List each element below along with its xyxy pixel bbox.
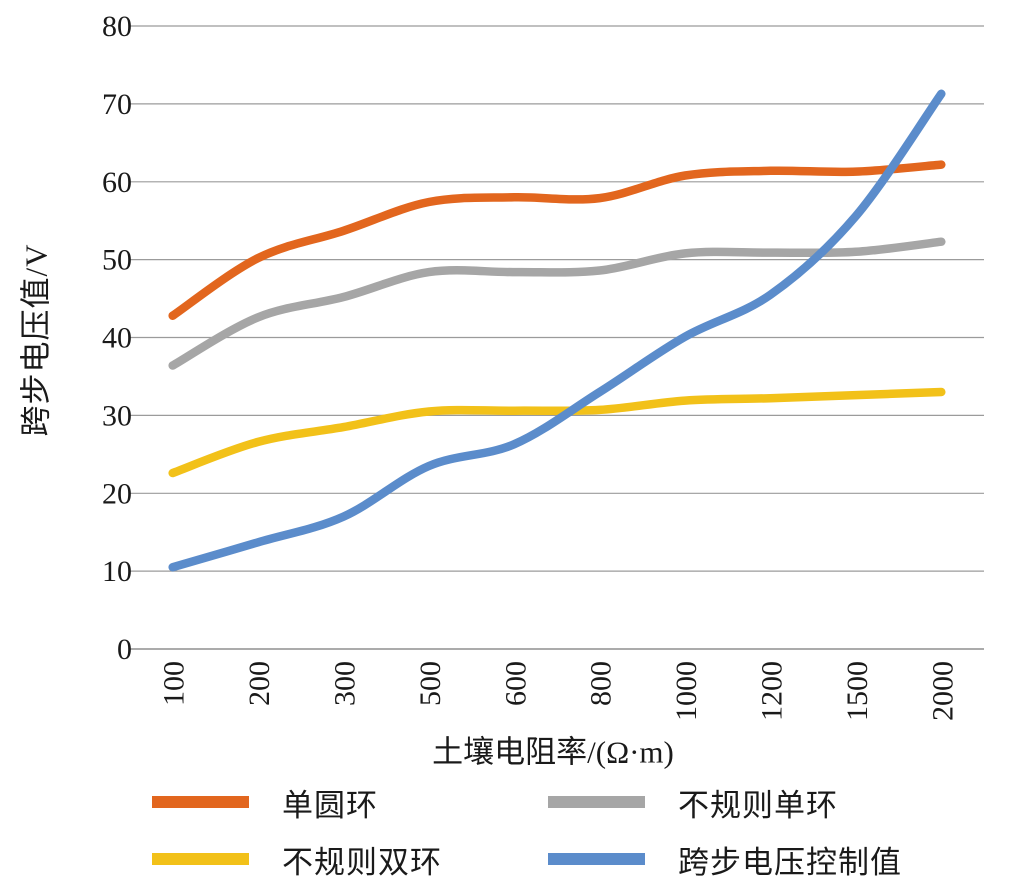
x-tick-label: 800 xyxy=(585,661,618,706)
legend-item: 单圆环 xyxy=(152,784,378,823)
x-tick-label: 1000 xyxy=(670,661,703,721)
x-tick-label: 2000 xyxy=(926,661,959,721)
x-tick-label: 1200 xyxy=(756,661,789,721)
series-line-0 xyxy=(168,160,946,320)
x-tick-label: 600 xyxy=(499,661,532,706)
legend-swatch-series-0 xyxy=(152,796,249,808)
legend-swatch-series-3 xyxy=(548,853,645,865)
y-axis-title: 跨步电压值/V xyxy=(18,243,54,437)
y-tick-label: 80 xyxy=(102,10,132,43)
legend-item: 不规则单环 xyxy=(548,784,838,823)
x-tick-label: 100 xyxy=(158,661,191,706)
legend-item: 不规则双环 xyxy=(152,841,442,880)
legend-label: 不规则单环 xyxy=(678,787,838,823)
x-tick-labels: 100 200 300 500 600 800 1000 1200 1500 2000 xyxy=(158,661,960,721)
series-line-2 xyxy=(168,387,946,478)
series-line-1 xyxy=(168,237,946,370)
x-tick-label: 300 xyxy=(329,661,362,706)
y-tick-label: 30 xyxy=(102,399,132,432)
y-tick-label: 50 xyxy=(102,244,132,277)
x-tick-label: 1500 xyxy=(841,661,874,721)
legend-label: 不规则双环 xyxy=(282,844,442,880)
y-tick-label: 70 xyxy=(102,88,132,121)
x-tick-label: 500 xyxy=(414,661,447,706)
y-tick-label: 60 xyxy=(102,166,132,199)
x-axis-title: 土壤电阻率/(Ω·m) xyxy=(432,734,674,770)
y-tick-label: 20 xyxy=(102,477,132,510)
legend-label: 单圆环 xyxy=(282,787,378,823)
legend-swatch-series-2 xyxy=(152,853,249,865)
legend-label: 跨步电压控制值 xyxy=(678,844,902,880)
legend-item: 跨步电压控制值 xyxy=(548,841,902,880)
y-tick-label: 40 xyxy=(102,322,132,355)
legend-swatch-series-1 xyxy=(548,796,645,808)
x-tick-label: 200 xyxy=(243,661,276,706)
y-tick-labels: 0 10 20 30 40 50 60 70 80 xyxy=(102,10,132,666)
y-tick-label: 0 xyxy=(117,633,132,666)
y-tick-label: 10 xyxy=(102,555,132,588)
gridlines xyxy=(130,25,984,650)
series-line-3 xyxy=(168,89,946,572)
